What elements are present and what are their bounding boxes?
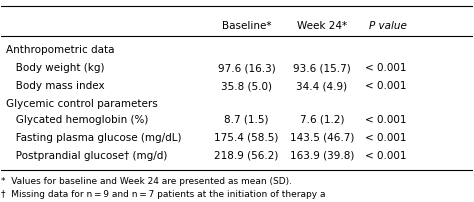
Text: < 0.001: < 0.001 [365, 63, 407, 73]
Text: Body mass index: Body mass index [6, 81, 105, 91]
Text: < 0.001: < 0.001 [365, 114, 407, 124]
Text: < 0.001: < 0.001 [365, 132, 407, 142]
Text: Body weight (kg): Body weight (kg) [6, 63, 105, 73]
Text: < 0.001: < 0.001 [365, 150, 407, 160]
Text: 97.6 (16.3): 97.6 (16.3) [218, 63, 275, 73]
Text: 7.6 (1.2): 7.6 (1.2) [300, 114, 344, 124]
Text: 143.5 (46.7): 143.5 (46.7) [290, 132, 354, 142]
Text: Week 24*: Week 24* [297, 21, 347, 31]
Text: 163.9 (39.8): 163.9 (39.8) [290, 150, 354, 160]
Text: 35.8 (5.0): 35.8 (5.0) [221, 81, 272, 91]
Text: Glycemic control parameters: Glycemic control parameters [6, 98, 158, 108]
Text: Glycated hemoglobin (%): Glycated hemoglobin (%) [6, 114, 148, 124]
Text: 93.6 (15.7): 93.6 (15.7) [293, 63, 351, 73]
Text: Baseline*: Baseline* [222, 21, 271, 31]
Text: 8.7 (1.5): 8.7 (1.5) [224, 114, 269, 124]
Text: 218.9 (56.2): 218.9 (56.2) [214, 150, 279, 160]
Text: 175.4 (58.5): 175.4 (58.5) [214, 132, 279, 142]
Text: Fasting plasma glucose (mg/dL): Fasting plasma glucose (mg/dL) [6, 132, 182, 142]
Text: *  Values for baseline and Week 24 are presented as mean (SD).: * Values for baseline and Week 24 are pr… [1, 176, 292, 185]
Text: 34.4 (4.9): 34.4 (4.9) [296, 81, 347, 91]
Text: Anthropometric data: Anthropometric data [6, 45, 115, 55]
Text: †  Missing data for n = 9 and n = 7 patients at the initiation of therapy a: † Missing data for n = 9 and n = 7 patie… [1, 189, 326, 198]
Text: P value: P value [369, 21, 407, 31]
Text: Postprandial glucose† (mg/d): Postprandial glucose† (mg/d) [6, 150, 167, 160]
Text: < 0.001: < 0.001 [365, 81, 407, 91]
